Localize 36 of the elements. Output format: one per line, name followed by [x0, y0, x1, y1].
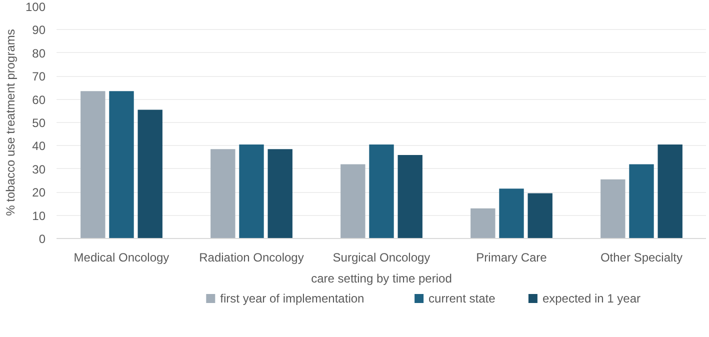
- y-tick-label: 10: [32, 208, 46, 223]
- bar: [629, 164, 654, 238]
- bar: [268, 149, 292, 238]
- x-tick-label: Medical Oncology: [74, 250, 170, 264]
- y-tick-label: 80: [32, 46, 46, 60]
- legend-label: current state: [428, 292, 496, 306]
- y-tick-label: 70: [32, 70, 46, 84]
- x-tick-label: Radiation Oncology: [199, 250, 304, 264]
- y-tick-label: 50: [32, 116, 46, 130]
- bar: [210, 149, 236, 238]
- y-tick-label: 60: [32, 92, 46, 107]
- y-tick-label: 100: [25, 0, 46, 14]
- bar: [528, 193, 552, 238]
- bar: [369, 144, 394, 238]
- y-tick-label: 0: [38, 232, 46, 246]
- bar: [658, 144, 682, 238]
- legend-label: expected in 1 year: [542, 292, 641, 306]
- legend-label: first year of implementation: [220, 292, 364, 306]
- x-tick-label: Other Specialty: [600, 250, 683, 264]
- y-axis-title: % tobacco use treatment programs: [3, 29, 18, 216]
- bar: [80, 91, 106, 238]
- x-tick-label: Primary Care: [476, 250, 548, 264]
- bar: [340, 164, 366, 238]
- bar: [109, 91, 134, 238]
- bar: [470, 208, 496, 238]
- y-tick-label: 30: [32, 162, 46, 176]
- bar: [398, 154, 422, 238]
- bar: [138, 110, 162, 238]
- y-tick-label: 40: [32, 139, 46, 154]
- bar: [600, 179, 626, 238]
- y-tick-label: 90: [32, 23, 46, 38]
- x-tick-label: Surgical Oncology: [332, 250, 430, 264]
- bar: [239, 144, 264, 238]
- x-axis-title: care setting by time period: [311, 272, 452, 286]
- bar: [499, 188, 524, 238]
- y-tick-label: 20: [32, 186, 46, 200]
